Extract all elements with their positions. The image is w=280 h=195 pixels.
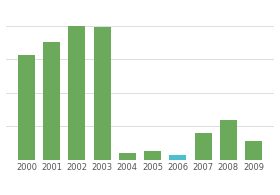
Bar [144, 151, 161, 160]
Bar [169, 155, 186, 160]
Bar [18, 55, 35, 160]
Bar [245, 141, 262, 160]
Bar [220, 120, 237, 160]
Bar [195, 133, 212, 160]
Bar [94, 27, 111, 160]
Bar [119, 153, 136, 160]
Bar [68, 26, 85, 160]
Bar [43, 42, 60, 160]
